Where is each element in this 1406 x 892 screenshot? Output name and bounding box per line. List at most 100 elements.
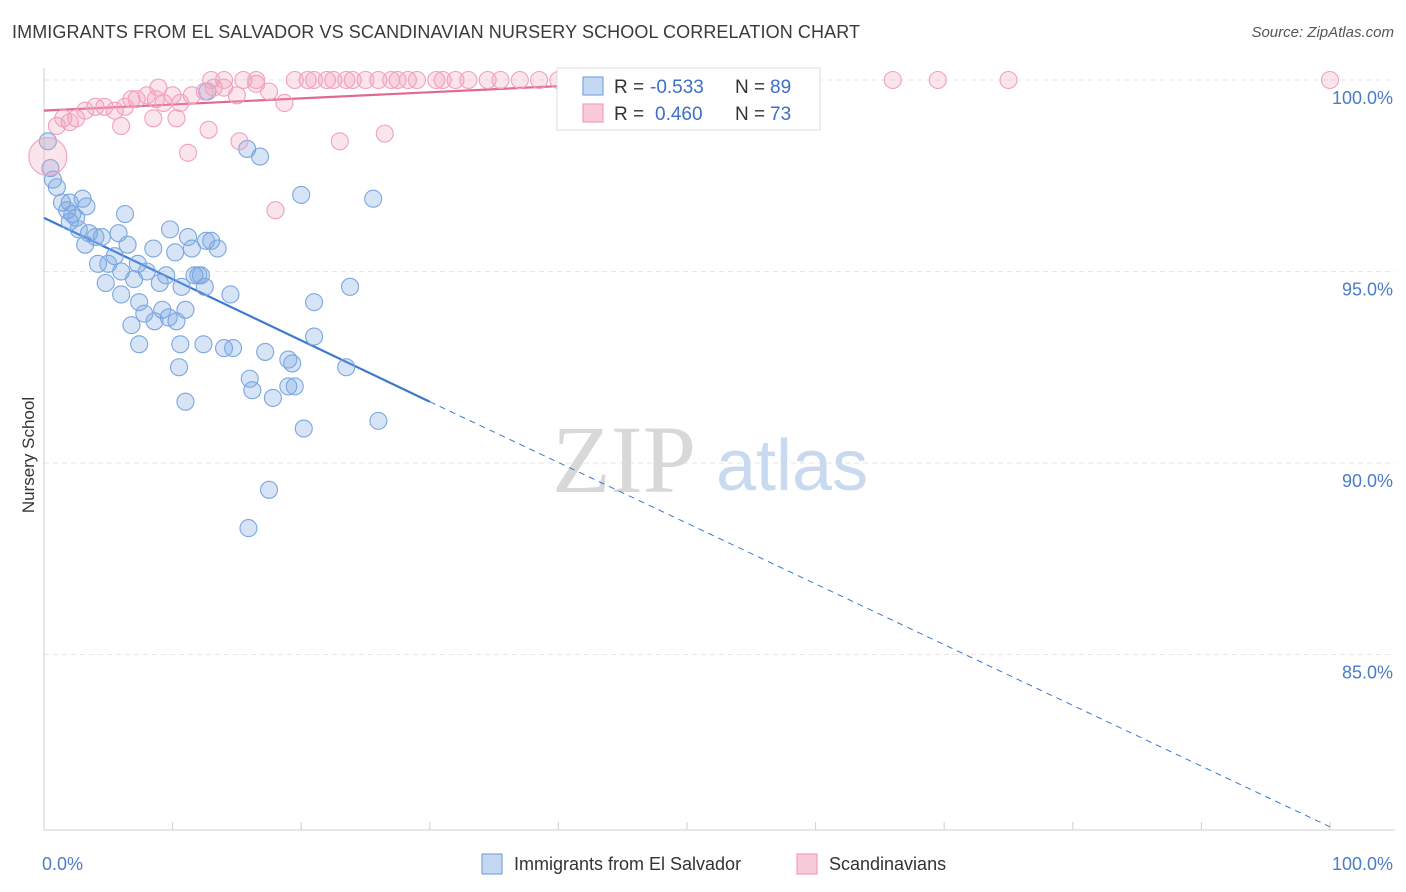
point-el-salvador-3 [47, 178, 66, 197]
point-scandinavians-68 [883, 70, 902, 90]
point-scandinavians-20 [227, 86, 246, 105]
point-scandinavians-31 [330, 132, 349, 151]
point-el-salvador-68 [369, 411, 388, 430]
axes [43, 68, 1395, 831]
point-scandinavians-45 [356, 70, 375, 90]
point-el-salvador-32 [182, 239, 201, 258]
legend-r-value-2: 0.460 [655, 104, 703, 125]
point-el-salvador-19 [76, 235, 95, 254]
point-scandinavians-41 [317, 70, 336, 90]
point-el-salvador-75 [250, 147, 270, 166]
point-scandinavians-34 [202, 70, 221, 90]
point-el-salvador-26 [144, 239, 163, 258]
point-el-salvador-1 [41, 159, 60, 178]
point-el-salvador-49 [122, 316, 141, 335]
point-el-salvador-58 [305, 327, 324, 346]
point-scandinavians-17 [195, 82, 214, 101]
legend-r-label-1: R = [614, 77, 644, 98]
legend-n-value-1: 89 [770, 77, 791, 98]
point-scandinavians-36 [234, 70, 253, 90]
point-el-salvador-57 [283, 354, 302, 373]
point-el-salvador-35 [195, 277, 214, 296]
point-scandinavians-39 [298, 70, 317, 90]
watermark-zip: ZIP [552, 406, 696, 513]
point-el-salvador-42 [135, 304, 154, 323]
point-scandinavians-44 [343, 70, 362, 90]
point-el-salvador-80 [239, 519, 258, 538]
point-scandinavians-58 [530, 70, 549, 90]
point-el-salvador-29 [157, 266, 176, 285]
point-scandinavians-38 [285, 70, 304, 90]
point-el-salvador-9 [77, 197, 96, 216]
point-el-salvador-48 [189, 266, 208, 285]
trend-line-el-salvador [43, 216, 431, 403]
bottom-legend-label-scandinavians: Scandinavians [829, 854, 946, 874]
point-scandinavians-55 [478, 70, 497, 90]
y-tick-label-3: 85.0% [1342, 663, 1393, 683]
point-scandinavians-54 [459, 70, 478, 90]
point-scandinavians-51 [427, 70, 446, 90]
point-scandinavians-56 [491, 70, 510, 90]
gridlines [44, 79, 1395, 655]
y-axis-label: Nursery School [19, 397, 38, 513]
point-el-salvador-67 [294, 419, 313, 438]
point-el-salvador-0 [38, 132, 57, 151]
y-tick-label-0: 100.0% [1332, 88, 1393, 108]
point-el-salvador-40 [112, 285, 131, 304]
point-el-salvador-50 [130, 335, 149, 354]
bottom-legend-swatch-scandinavians [796, 853, 818, 875]
watermark: ZIP atlas [552, 406, 868, 513]
point-el-salvador-51 [171, 335, 190, 354]
point-scandinavians-22 [259, 82, 279, 101]
point-el-salvador-72 [178, 227, 198, 247]
point-el-salvador-44 [153, 300, 172, 319]
point-scandinavians-46 [369, 70, 388, 90]
x-tick-label-1: 100.0% [1332, 854, 1393, 874]
point-scandinavians-35 [214, 70, 234, 90]
y-tick-label-1: 95.0% [1342, 280, 1393, 300]
legend-n-label-2: N = [735, 104, 765, 125]
point-el-salvador-63 [263, 388, 282, 407]
point-el-salvador-38 [221, 285, 240, 304]
point-el-salvador-33 [185, 266, 204, 285]
legend-n-value-2: 73 [770, 104, 791, 125]
point-scandinavians-40 [305, 70, 324, 90]
bottom-legend: Immigrants from El Salvador Scandinavian… [481, 853, 946, 875]
point-scandinavians-29 [230, 132, 249, 151]
point-el-salvador-76 [292, 185, 311, 204]
point-scandinavians-30 [266, 201, 285, 220]
legend-r-label-2: R = [614, 104, 644, 125]
y-tick-labels: 100.0% 95.0% 90.0% 85.0% [1332, 88, 1393, 683]
point-scandinavians-69 [928, 70, 947, 90]
point-el-salvador-52 [194, 335, 213, 354]
point-el-salvador-27 [124, 270, 144, 289]
point-scandinavians-25 [144, 109, 163, 128]
y-tick-label-2: 90.0% [1342, 471, 1393, 491]
point-scandinavians-70 [999, 70, 1018, 90]
point-scandinavians-50 [407, 70, 426, 90]
series-scandinavians-points [28, 70, 1340, 220]
point-el-salvador-77 [364, 189, 383, 208]
point-scandinavians-23 [275, 93, 294, 113]
x-tick-labels: 0.0% 100.0% [42, 854, 1393, 874]
point-scandinavians-26 [167, 109, 186, 128]
point-scandinavians-6 [95, 97, 114, 116]
point-scandinavians-0 [28, 137, 68, 177]
point-scandinavians-14 [163, 86, 182, 105]
bottom-legend-label-el-salvador: Immigrants from El Salvador [514, 854, 741, 874]
point-el-salvador-55 [256, 342, 275, 361]
point-scandinavians-43 [337, 70, 356, 90]
point-scandinavians-28 [199, 120, 218, 139]
legend-n-label-1: N = [735, 77, 765, 98]
point-scandinavians-32 [375, 124, 394, 143]
point-el-salvador-31 [172, 277, 191, 296]
point-el-salvador-14 [86, 227, 105, 247]
point-el-salvador-61 [240, 369, 259, 388]
point-el-salvador-22 [105, 247, 124, 266]
trend-line-el-salvador-extension [429, 401, 1331, 828]
point-el-salvador-36 [202, 231, 221, 250]
point-scandinavians-27 [178, 143, 198, 162]
point-el-salvador-59 [337, 358, 356, 377]
point-el-salvador-20 [88, 254, 108, 273]
